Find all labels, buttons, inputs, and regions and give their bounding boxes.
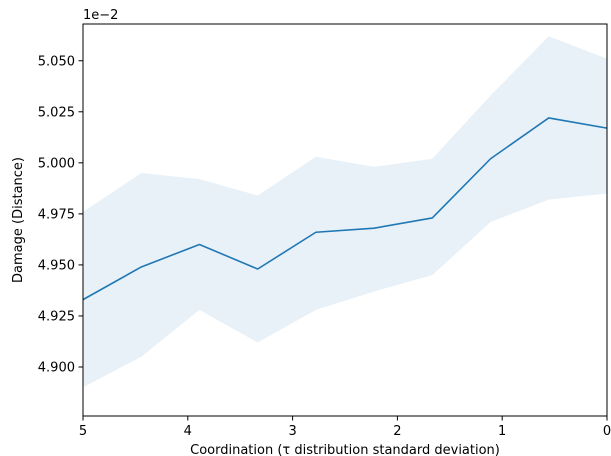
x-tick-label: 3 <box>288 424 296 439</box>
confidence-band <box>83 36 607 388</box>
series-line <box>82 117 608 301</box>
y-tick-label: 5.050 <box>38 54 75 69</box>
y-axis-label: Damage (Distance) <box>11 157 26 283</box>
axis-ticks: 5 4 3 2 1 0 4.900 4.925 4.950 4.975 5.000 5.025 5.05… <box>38 54 611 439</box>
y-tick-label: 4.925 <box>38 309 75 324</box>
y-tick-label: 4.950 <box>38 258 75 273</box>
axes-frame <box>82 23 608 417</box>
x-tick-label: 4 <box>184 424 192 439</box>
y-offset-text: 1e−2 <box>83 8 118 23</box>
y-tick-label: 4.975 <box>38 207 75 222</box>
x-tick-label: 1 <box>498 424 506 439</box>
x-axis-label: Coordination (τ distribution standard de… <box>190 443 500 456</box>
plot-area <box>82 36 608 388</box>
x-tick-label: 5 <box>79 424 87 439</box>
y-tick-label: 5.000 <box>38 156 75 171</box>
y-tick-label: 5.025 <box>38 105 75 120</box>
x-tick-label: 2 <box>393 424 401 439</box>
y-tick-label: 4.900 <box>38 361 75 376</box>
x-tick-label: 0 <box>603 424 611 439</box>
